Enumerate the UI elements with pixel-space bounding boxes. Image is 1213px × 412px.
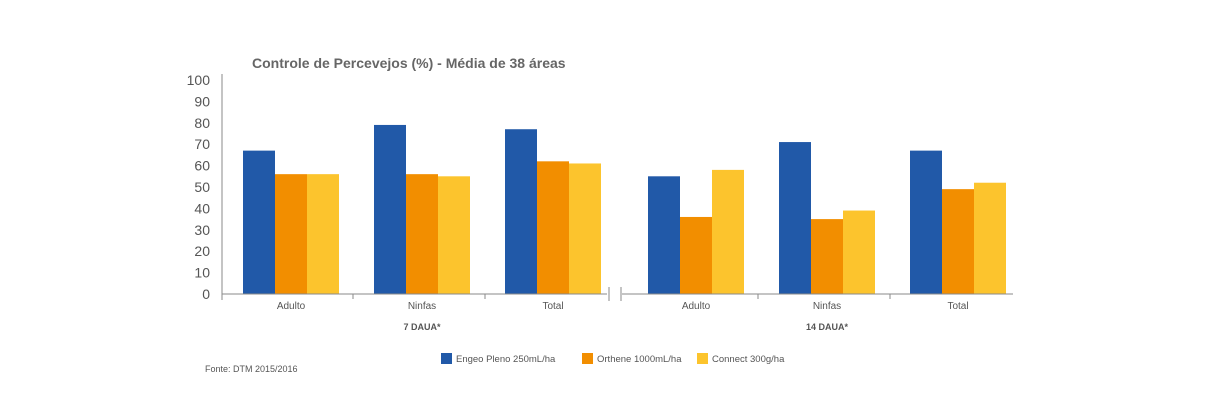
bar [374, 124, 406, 294]
x-axis: Adulto Ninfas Total 7 DAUA* Adulto Ninfas Tota… [222, 287, 1013, 332]
x-tick-label: Total [947, 301, 968, 312]
x-tick-label: Ninfas [408, 301, 436, 312]
legend-swatch [582, 353, 593, 364]
chart-title: Controle de Percevejos (%) - Média de 38… [252, 55, 566, 71]
source-note: Fonte: DTM 2015/2016 [205, 364, 298, 374]
group-label: 7 DAUA* [403, 322, 441, 332]
bar [843, 210, 875, 294]
legend-swatch [441, 353, 452, 364]
bar [438, 176, 470, 294]
bar [910, 150, 942, 294]
y-tick-label: 40 [194, 200, 210, 216]
y-tick-label: 70 [194, 136, 210, 152]
group-label: 14 DAUA* [806, 322, 849, 332]
bars [243, 124, 1006, 294]
x-tick-label: Adulto [277, 301, 306, 312]
bar [648, 176, 680, 294]
y-tick-label: 0 [202, 286, 210, 302]
legend-label: Connect 300g/ha [712, 354, 785, 365]
y-tick-label: 90 [194, 93, 210, 109]
bar [275, 174, 307, 294]
bar [406, 174, 438, 294]
bar [569, 163, 601, 294]
y-tick-label: 100 [187, 72, 211, 88]
y-axis: 0 10 20 30 40 50 60 70 80 90 100 [187, 72, 223, 302]
x-tick-label: Ninfas [813, 301, 841, 312]
bar [243, 150, 275, 294]
y-tick-label: 10 [194, 265, 210, 281]
legend-label: Orthene 1000mL/ha [597, 354, 682, 365]
y-tick-label: 30 [194, 222, 210, 238]
y-tick-label: 50 [194, 179, 210, 195]
bar [537, 161, 569, 294]
y-tick-label: 60 [194, 158, 210, 174]
legend-label: Engeo Pleno 250mL/ha [456, 354, 556, 365]
bar [779, 142, 811, 294]
x-tick-label: Adulto [682, 301, 711, 312]
bar [307, 174, 339, 294]
bar [505, 129, 537, 294]
bar [680, 216, 712, 294]
bar [712, 169, 744, 294]
legend-swatch [697, 353, 708, 364]
x-tick-label: Total [542, 301, 563, 312]
y-tick-label: 20 [194, 243, 210, 259]
bar [942, 189, 974, 294]
bar [811, 219, 843, 294]
bar [974, 182, 1006, 294]
y-tick-label: 80 [194, 115, 210, 131]
legend: Engeo Pleno 250mL/ha Orthene 1000mL/ha Con… [441, 353, 785, 365]
